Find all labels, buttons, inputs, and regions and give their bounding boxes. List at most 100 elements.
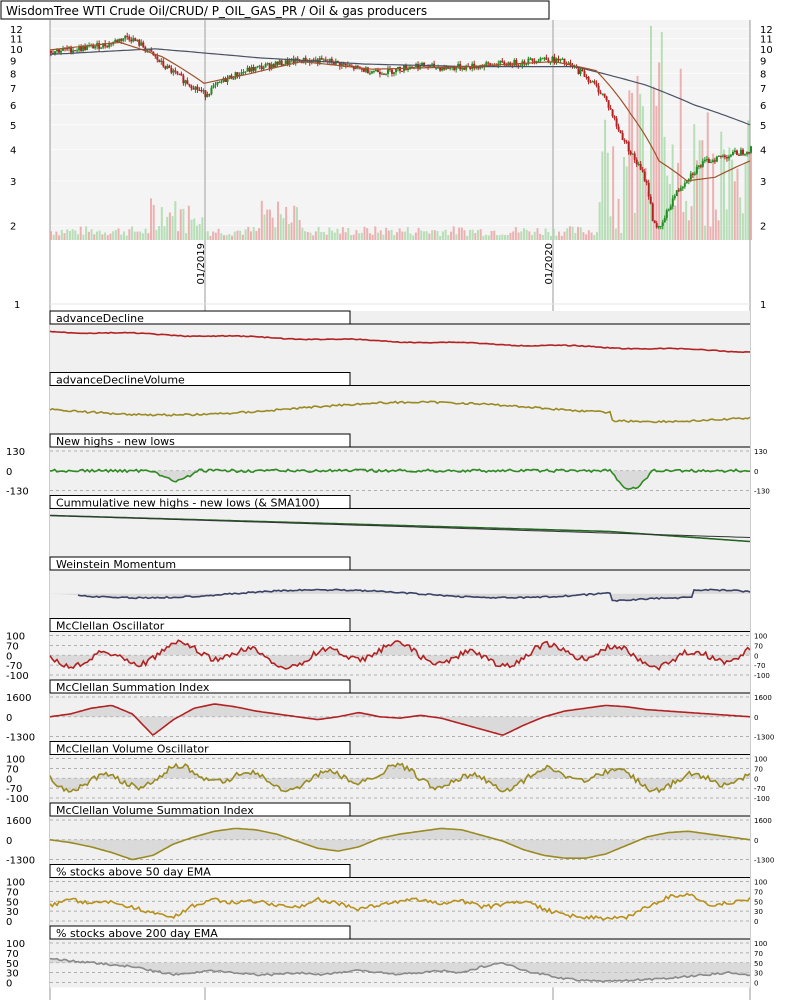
price-tick-label-left: 11 <box>10 34 23 45</box>
volume-bar <box>668 184 671 240</box>
volume-bar <box>628 90 631 240</box>
panel-tick-label-left: 70 <box>6 764 19 775</box>
price-candle <box>523 61 526 64</box>
price-candle <box>104 43 107 47</box>
volume-bar <box>301 227 304 240</box>
volume-bar <box>312 235 315 240</box>
price-candle <box>106 46 109 48</box>
panel-tick-label-left: 30 <box>6 969 19 980</box>
panel-tick-label-right: -100 <box>754 672 770 680</box>
volume-bar <box>617 198 620 240</box>
panel-series-fill <box>50 828 750 860</box>
price-candle <box>641 169 644 172</box>
price-candle <box>62 48 65 51</box>
volume-bar <box>468 229 471 240</box>
price-candle <box>156 56 159 60</box>
volume-bar <box>485 234 488 240</box>
volume-bar <box>409 233 412 240</box>
volume-bar <box>179 209 182 240</box>
volume-bar <box>631 92 634 240</box>
volume-bar <box>712 153 715 240</box>
volume-bar <box>322 232 325 240</box>
price-candle <box>639 164 642 170</box>
price-candle <box>569 62 572 65</box>
volume-bar <box>231 235 234 240</box>
price-tick-label-right: 3 <box>760 177 766 188</box>
volume-bar <box>217 228 220 240</box>
volume-bar <box>382 234 385 240</box>
volume-bar <box>720 131 723 240</box>
price-candle <box>174 70 177 72</box>
volume-bar <box>609 216 612 240</box>
panel-title-box <box>49 741 351 755</box>
panel-tick-label-right: -1300 <box>754 857 774 865</box>
price-candle <box>499 60 502 64</box>
volume-bar <box>85 226 88 240</box>
volume-bar <box>514 227 517 240</box>
price-candle <box>661 222 664 227</box>
panel-tick-label-left: -100 <box>6 794 29 805</box>
price-candle <box>731 151 734 156</box>
price-candle <box>220 81 223 83</box>
price-candle <box>449 67 452 69</box>
price-candle <box>52 52 55 54</box>
price-candle <box>591 81 594 83</box>
price-candle <box>332 62 335 65</box>
price-candle <box>194 86 197 90</box>
price-candle <box>643 171 646 181</box>
price-candle <box>274 61 277 68</box>
volume-bar <box>82 234 85 240</box>
price-candle <box>727 156 730 159</box>
price-candle <box>435 67 438 69</box>
price-candle <box>541 58 544 60</box>
panel-tick-label-left: -1300 <box>6 856 35 867</box>
price-candle <box>336 60 339 63</box>
volume-bar <box>385 227 388 240</box>
price-candle <box>122 38 125 41</box>
price-candle <box>74 50 77 52</box>
price-candle <box>382 73 385 75</box>
price-candle <box>663 217 666 223</box>
volume-bar <box>177 231 180 240</box>
panel-series-line <box>49 400 751 424</box>
price-candle <box>535 61 538 63</box>
volume-bar <box>77 234 80 240</box>
volume-bar <box>279 214 282 240</box>
volume-bar <box>336 228 339 240</box>
volume-bar <box>295 207 298 240</box>
panel-tick-label-left: 1600 <box>6 693 31 704</box>
volume-bar <box>482 235 485 240</box>
price-candle <box>376 70 379 73</box>
price-candle <box>585 76 588 78</box>
volume-bar <box>247 226 250 240</box>
volume-bar <box>525 229 528 240</box>
volume-bar <box>393 235 396 240</box>
volume-bar <box>555 235 558 240</box>
panel-tick-label-right: 30 <box>754 970 763 978</box>
panel-mvosc: McClellan Volume Oscillator100700-70-100… <box>6 741 770 805</box>
volume-bar <box>404 231 407 240</box>
panel-title-box <box>49 495 351 509</box>
volume-bar <box>471 229 474 240</box>
price-candle <box>625 141 628 143</box>
panel-tick-label-left: 70 <box>6 887 19 898</box>
price-candle <box>348 64 351 66</box>
volume-bar <box>244 229 247 240</box>
panel-title: Weinstein Momentum <box>56 558 176 571</box>
price-candle <box>707 159 710 163</box>
price-candle <box>120 38 123 41</box>
price-candle <box>559 59 562 61</box>
volume-bar <box>71 229 74 240</box>
price-tick-label-right: 6 <box>760 101 766 112</box>
price-candle <box>70 46 73 53</box>
price-candle <box>160 60 163 63</box>
price-candle <box>547 59 550 63</box>
volume-bar <box>293 205 296 240</box>
volume-bar <box>222 235 225 240</box>
price-candle <box>208 94 211 96</box>
volume-bar <box>339 233 342 240</box>
volume-bar <box>636 75 639 240</box>
volume-bar <box>355 230 358 240</box>
price-candle <box>306 60 309 63</box>
price-candle <box>537 60 540 62</box>
